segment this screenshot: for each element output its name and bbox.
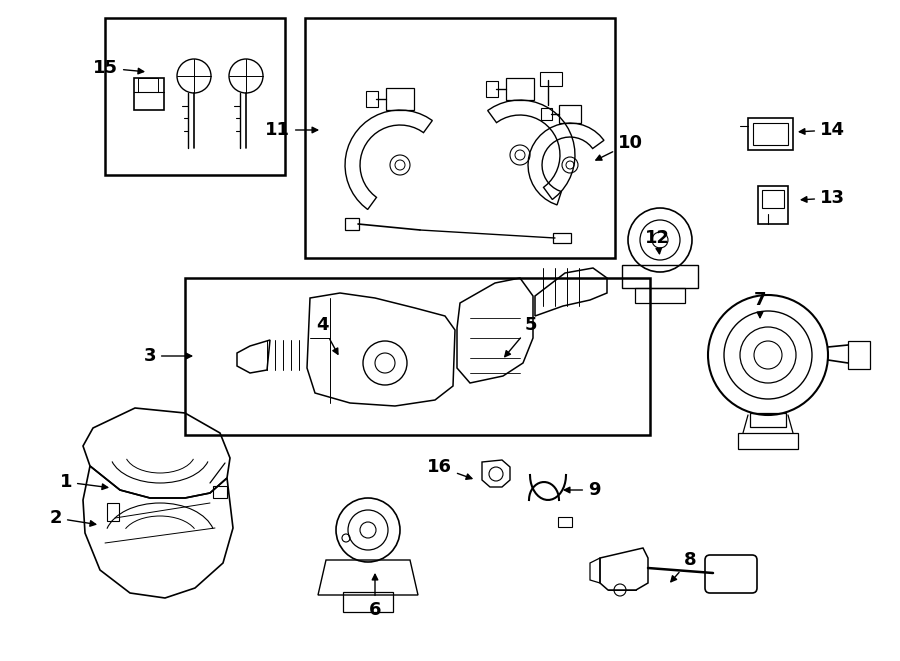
Text: 11: 11 (265, 121, 318, 139)
Bar (506, 78, 534, 100)
Bar (305, 18, 615, 258)
Text: 13: 13 (801, 189, 845, 207)
Bar (758, 186, 788, 224)
Text: 15: 15 (93, 59, 144, 77)
Bar (748, 118, 793, 150)
Text: 14: 14 (799, 121, 845, 139)
Bar (213, 486, 227, 498)
Bar (185, 278, 650, 435)
Text: 4: 4 (316, 316, 338, 354)
Bar (762, 190, 784, 208)
Bar (343, 592, 393, 612)
Text: 16: 16 (427, 458, 472, 479)
Text: 7: 7 (754, 291, 766, 318)
Bar (559, 105, 581, 123)
Bar (738, 433, 798, 449)
Bar (366, 91, 378, 107)
Bar (750, 413, 786, 427)
Bar (345, 218, 359, 230)
Bar (540, 72, 562, 86)
Text: 6: 6 (369, 574, 382, 619)
Bar (541, 108, 552, 120)
Text: 1: 1 (59, 473, 108, 491)
Bar (558, 517, 572, 527)
Bar (553, 233, 571, 243)
Text: 5: 5 (505, 316, 537, 357)
Text: 8: 8 (670, 551, 697, 582)
Text: 2: 2 (50, 509, 95, 527)
Bar (386, 88, 414, 110)
Text: 12: 12 (645, 229, 670, 254)
Bar (105, 18, 285, 175)
Bar (753, 123, 788, 145)
Text: 10: 10 (596, 134, 643, 160)
Bar (134, 78, 164, 110)
Bar (107, 503, 119, 521)
Bar (848, 341, 870, 369)
Bar (138, 78, 158, 92)
Text: 9: 9 (564, 481, 600, 499)
Bar (635, 288, 685, 303)
Text: 3: 3 (143, 347, 192, 365)
Bar (486, 81, 498, 97)
